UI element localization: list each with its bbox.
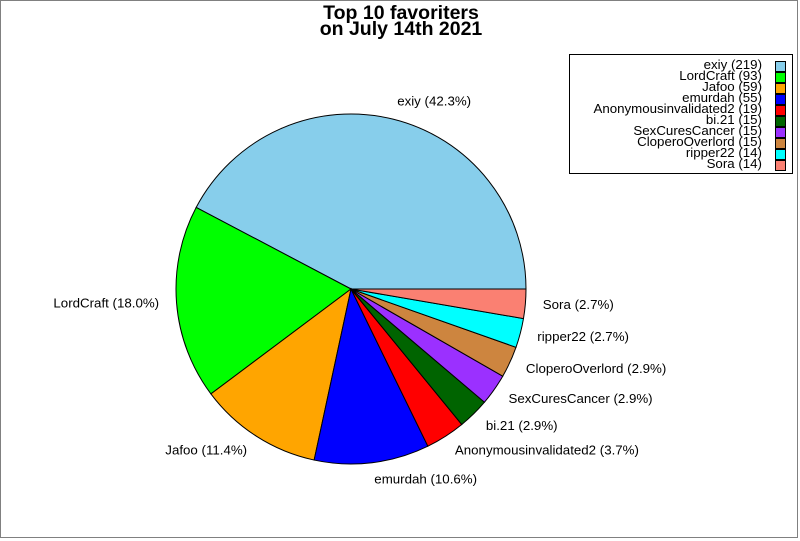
svg-text:emurdah (10.6%): emurdah (10.6%) bbox=[374, 472, 477, 487]
svg-text:Jafoo (11.4%): Jafoo (11.4%) bbox=[165, 443, 247, 458]
svg-text:LordCraft (18.0%): LordCraft (18.0%) bbox=[53, 296, 159, 311]
svg-text:Sora (2.7%): Sora (2.7%) bbox=[543, 297, 614, 312]
svg-text:Anonymousinvalidated2 (3.7%): Anonymousinvalidated2 (3.7%) bbox=[455, 443, 639, 458]
svg-text:SexCuresCancer (2.9%): SexCuresCancer (2.9%) bbox=[509, 391, 653, 406]
svg-text:CloperoOverlord (2.9%): CloperoOverlord (2.9%) bbox=[526, 361, 666, 376]
svg-text:exiy (42.3%): exiy (42.3%) bbox=[397, 94, 471, 109]
svg-text:bi.21 (2.9%): bi.21 (2.9%) bbox=[486, 418, 558, 433]
svg-text:ripper22 (2.7%): ripper22 (2.7%) bbox=[537, 329, 629, 344]
